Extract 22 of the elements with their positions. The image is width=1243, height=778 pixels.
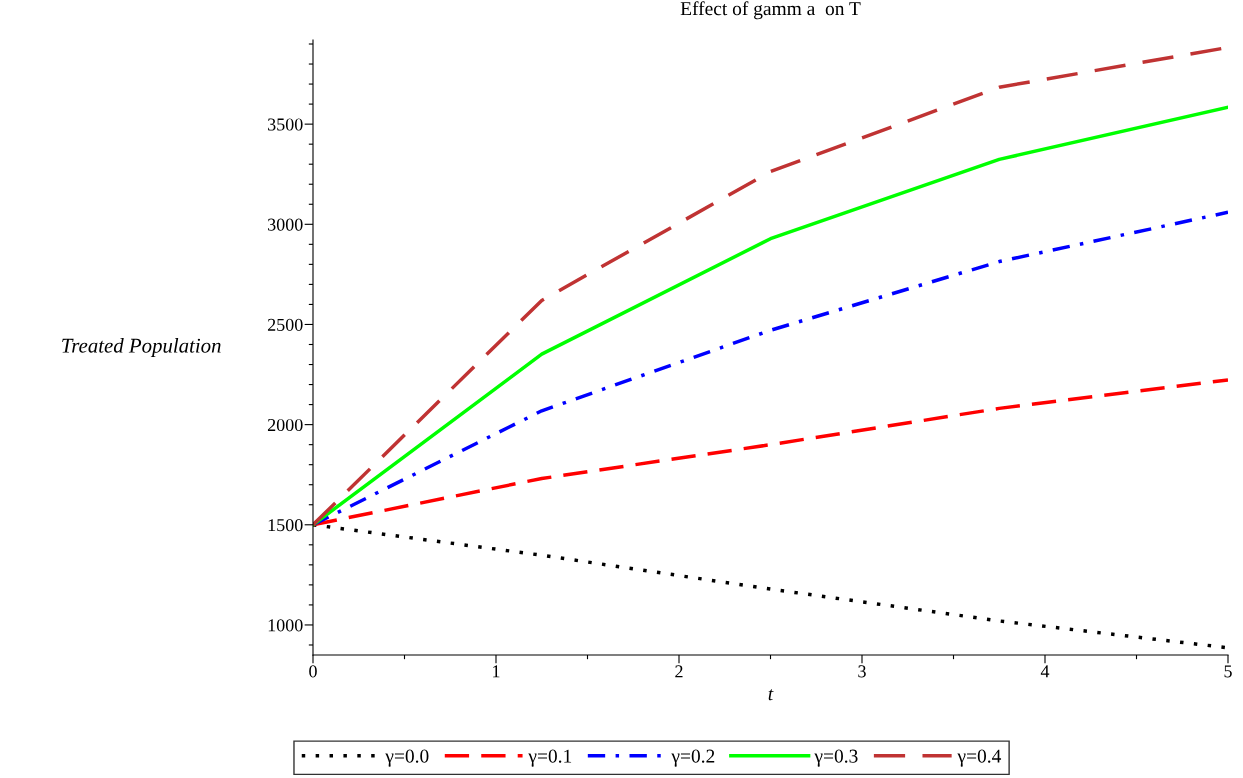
legend-label: γ=0.3	[814, 749, 858, 767]
x-tick-label: 0	[309, 665, 317, 678]
y-tick-label: 3000	[268, 218, 303, 231]
legend-label: γ=0.4	[957, 749, 1002, 767]
line-series	[313, 210, 1228, 527]
y-tick-label: 2500	[267, 318, 303, 331]
legend-label: γ=0.1	[528, 749, 572, 767]
line-series	[313, 378, 1228, 527]
legend-label: γ=0.0	[385, 749, 429, 767]
y-tick-label: 2000	[267, 418, 303, 432]
y-axis-title: Treated Population	[62, 338, 221, 357]
y-tick-label: 1000	[268, 619, 303, 632]
x-tick-label: 5	[1224, 665, 1232, 678]
x-tick-label: 3	[858, 665, 866, 678]
x-tick-label: 2	[675, 665, 683, 678]
y-tick-label: 3500	[268, 118, 303, 131]
x-axis-title: t	[768, 689, 774, 701]
x-tick-label: 4	[1040, 665, 1050, 678]
y-tick-label: 1500	[268, 519, 303, 532]
legend-label: γ=0.2	[671, 749, 715, 767]
x-tick-label: 1	[493, 665, 500, 678]
chart-title: Effect of gamm a on T	[680, 1, 861, 20]
